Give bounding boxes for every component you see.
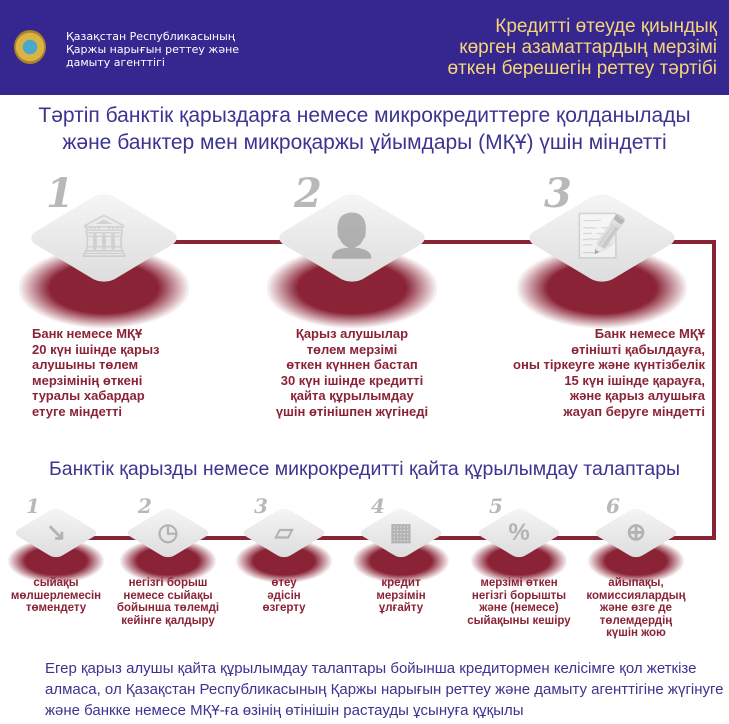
subtitle-line: және банктер мен микроқаржы ұйымдары (МҚ… — [62, 131, 667, 154]
subtitle: Тәртіп банктік қарыздарға немесе микрокр… — [0, 102, 729, 156]
requirement-number: 4 — [371, 494, 385, 518]
requirement-text: мерзімі өткен негізгі борышты және (неме… — [467, 577, 571, 627]
document-sign-icon: 📝 — [575, 212, 629, 259]
organization-name: Қазақстан Республикасының Қаржы нарығын … — [66, 30, 239, 69]
requirement-text: негізгі борыш немесе сыйақы бойынша төле… — [116, 577, 220, 627]
requirement-text: айыпақы, комиссиялардың және өзге де төл… — [586, 577, 686, 639]
requirement-number: 3 — [254, 494, 268, 518]
requirement-number: 1 — [26, 494, 40, 518]
step-number: 2 — [294, 170, 322, 217]
requirement-text: сыйақы мөлшерлемесін төмендету — [10, 577, 102, 614]
bank-icon: 🏛 — [77, 212, 131, 259]
title-line: көрген азаматтардың мерзімі — [459, 37, 717, 58]
title-line: өткен берешегін реттеу тәртібі — [447, 58, 717, 79]
requirement-text: кредит мерзімін ұлғайту — [376, 577, 426, 614]
step-number: 3 — [544, 170, 572, 217]
requirement-number: 5 — [489, 494, 503, 518]
percent-icon: % — [508, 519, 530, 546]
requirements-title: Банктік қарызды немесе микрокредитті қай… — [48, 458, 681, 480]
connector-line — [712, 240, 716, 540]
org-line: Қаржы нарығын реттеу және — [66, 43, 240, 56]
title-line: Кредитті өтеуде қиындық — [495, 16, 717, 37]
footer-note: Егер қарыз алушы қайта құрылымдау талапт… — [45, 660, 724, 719]
subtitle-line: Тәртіп банктік қарыздарға немесе микрокр… — [38, 104, 691, 127]
requirement-number: 2 — [138, 494, 152, 518]
requirement-number: 6 — [606, 494, 620, 518]
folder-icon: ▱ — [274, 519, 294, 546]
plus-circle-icon: ⊕ — [625, 519, 647, 546]
org-line: дамыту агенттігі — [66, 56, 165, 69]
clock-coins-icon: ◷ — [157, 519, 179, 546]
state-emblem-logo — [14, 30, 46, 64]
calendar-icon: ▦ — [389, 519, 413, 546]
step-description: Банк немесе МҚҰ 20 күн ішінде қарыз алуш… — [32, 326, 160, 419]
org-line: Қазақстан Республикасының — [66, 30, 236, 43]
rate-down-icon: ↘ — [45, 519, 67, 546]
header: Қазақстан Республикасының Қаржы нарығын … — [0, 0, 729, 95]
requirement-text: өтеу әдісін өзгерту — [262, 577, 306, 614]
step-number: 1 — [46, 170, 74, 217]
step-description: Банк немесе МҚҰ өтінішті қабылдауға, оны… — [513, 326, 705, 419]
page-title: Кредитті өтеуде қиындық көрген азаматтар… — [447, 16, 717, 79]
step-description: Қарыз алушылар төлем мерзімі өткен күнне… — [275, 326, 429, 419]
person-icon: 👤 — [325, 212, 379, 259]
